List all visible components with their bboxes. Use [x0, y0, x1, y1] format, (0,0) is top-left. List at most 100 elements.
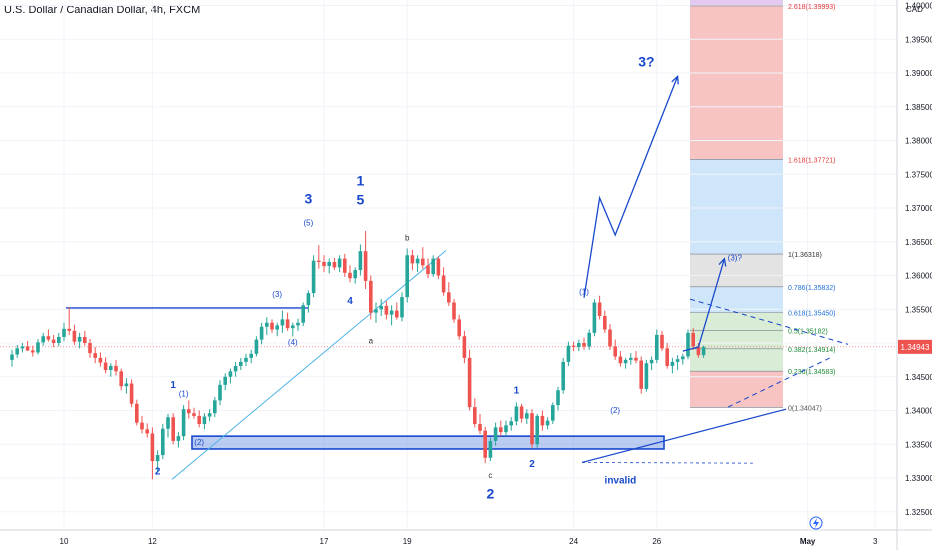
- candle-body: [644, 363, 649, 389]
- candle-body: [686, 332, 690, 357]
- wave-label: 2: [155, 467, 161, 478]
- candle-body: [239, 361, 243, 366]
- trend-line-lower: [581, 408, 787, 464]
- candle-body: [447, 292, 451, 303]
- candle-body: [577, 343, 581, 348]
- candle-body: [431, 258, 435, 275]
- candle-body: [124, 383, 129, 387]
- fib-level-label: 1.618(1.37721): [788, 157, 835, 164]
- candle-body: [561, 361, 565, 391]
- candle-body: [254, 339, 259, 354]
- wave-label: 5: [357, 192, 365, 208]
- candle-body: [597, 302, 602, 316]
- wave-label: 1: [170, 380, 176, 391]
- fib-zone-top: [690, 0, 783, 6]
- price-tick-label: 1.37000: [905, 204, 932, 213]
- candle-body: [317, 260, 321, 262]
- wave-label: c: [488, 471, 492, 480]
- wave-label: 3?: [638, 53, 654, 69]
- candle-body: [665, 348, 669, 366]
- candle-body: [556, 390, 560, 406]
- candle-body: [46, 336, 51, 340]
- fib-zone-1618: [690, 159, 783, 255]
- candle-body: [311, 260, 316, 294]
- wave-label: 4: [347, 296, 353, 307]
- fib-level-label: 0.236(1.34583): [788, 369, 835, 376]
- candle-body: [20, 346, 25, 349]
- fib-level-label: 0.382(1.34914): [788, 347, 835, 354]
- lightning-bolt-icon: [809, 516, 823, 530]
- candle-body: [280, 319, 285, 326]
- candle-body: [51, 339, 56, 343]
- candle-body: [348, 272, 352, 279]
- candle-body: [488, 440, 493, 458]
- candle-body: [670, 361, 675, 366]
- candle-body: [493, 427, 498, 441]
- candle-body: [343, 258, 347, 273]
- candle-body: [566, 345, 571, 362]
- price-tick-label: 1.38000: [905, 137, 932, 146]
- candle-body: [608, 329, 612, 347]
- candle-body: [374, 309, 378, 313]
- candle-body: [135, 403, 139, 423]
- candle-body: [197, 415, 201, 424]
- price-tick-label: 1.39500: [905, 35, 932, 44]
- candle-body: [155, 455, 160, 462]
- candle-body: [436, 258, 441, 276]
- candle-body: [192, 413, 196, 416]
- candle-body: [166, 417, 170, 429]
- candle-body: [171, 417, 175, 441]
- candle-body: [363, 251, 368, 281]
- candle-body: [10, 354, 14, 360]
- candle-body: [270, 322, 274, 330]
- projection-wave-3-alt-arrowhead: [718, 257, 727, 267]
- candle-body: [213, 400, 217, 414]
- candle-body: [176, 436, 181, 441]
- time-tick-label: 12: [148, 537, 157, 546]
- candle-body: [306, 293, 311, 306]
- fib-level-label: 1(1.36318): [788, 252, 822, 259]
- support-zone-box: [191, 435, 665, 450]
- candle-body: [462, 336, 467, 358]
- candle-body: [57, 336, 61, 343]
- candle-body: [514, 406, 519, 422]
- candle-body: [145, 429, 149, 434]
- current-price-value: 1.34943: [901, 343, 930, 352]
- wave-label: invalid: [605, 475, 637, 486]
- candle-body: [551, 405, 555, 421]
- candle-body: [218, 384, 222, 401]
- candle-body: [441, 275, 446, 293]
- candle-body: [613, 346, 617, 357]
- fib-level-label: 0.618(1.35450): [788, 311, 835, 318]
- candle-body: [675, 359, 680, 362]
- candle-body: [519, 406, 524, 419]
- candle-body: [389, 310, 394, 315]
- candle-body: [72, 330, 77, 342]
- candle-body: [400, 297, 404, 318]
- candle-body: [275, 325, 279, 330]
- candle-body: [655, 334, 659, 360]
- time-tick-label: 3: [873, 537, 878, 546]
- price-tick-label: 1.37500: [905, 170, 932, 179]
- candle-body: [337, 258, 342, 268]
- candle-body: [259, 326, 264, 340]
- price-tick-label: 1.40000: [905, 2, 932, 11]
- wedge-lower-line: [727, 357, 831, 408]
- time-tick-label: 24: [569, 537, 578, 546]
- price-tick-label: 1.36000: [905, 272, 932, 281]
- wave-label: 2: [487, 485, 495, 501]
- chart-title: U.S. Dollar / Canadian Dollar, 4h, FXCM: [4, 4, 201, 16]
- wave-label: (1): [179, 389, 189, 398]
- candle-body: [530, 413, 534, 445]
- candle-body: [457, 319, 461, 337]
- candle-body: [244, 357, 248, 362]
- candle-body: [421, 258, 425, 266]
- price-tick-label: 1.38500: [905, 103, 932, 112]
- candle-body: [603, 316, 607, 330]
- candle-body: [384, 305, 389, 315]
- candle-body: [332, 262, 337, 268]
- price-tick-label: 1.36500: [905, 238, 932, 247]
- fib-zone-1: [690, 254, 783, 287]
- candle-body: [701, 347, 706, 356]
